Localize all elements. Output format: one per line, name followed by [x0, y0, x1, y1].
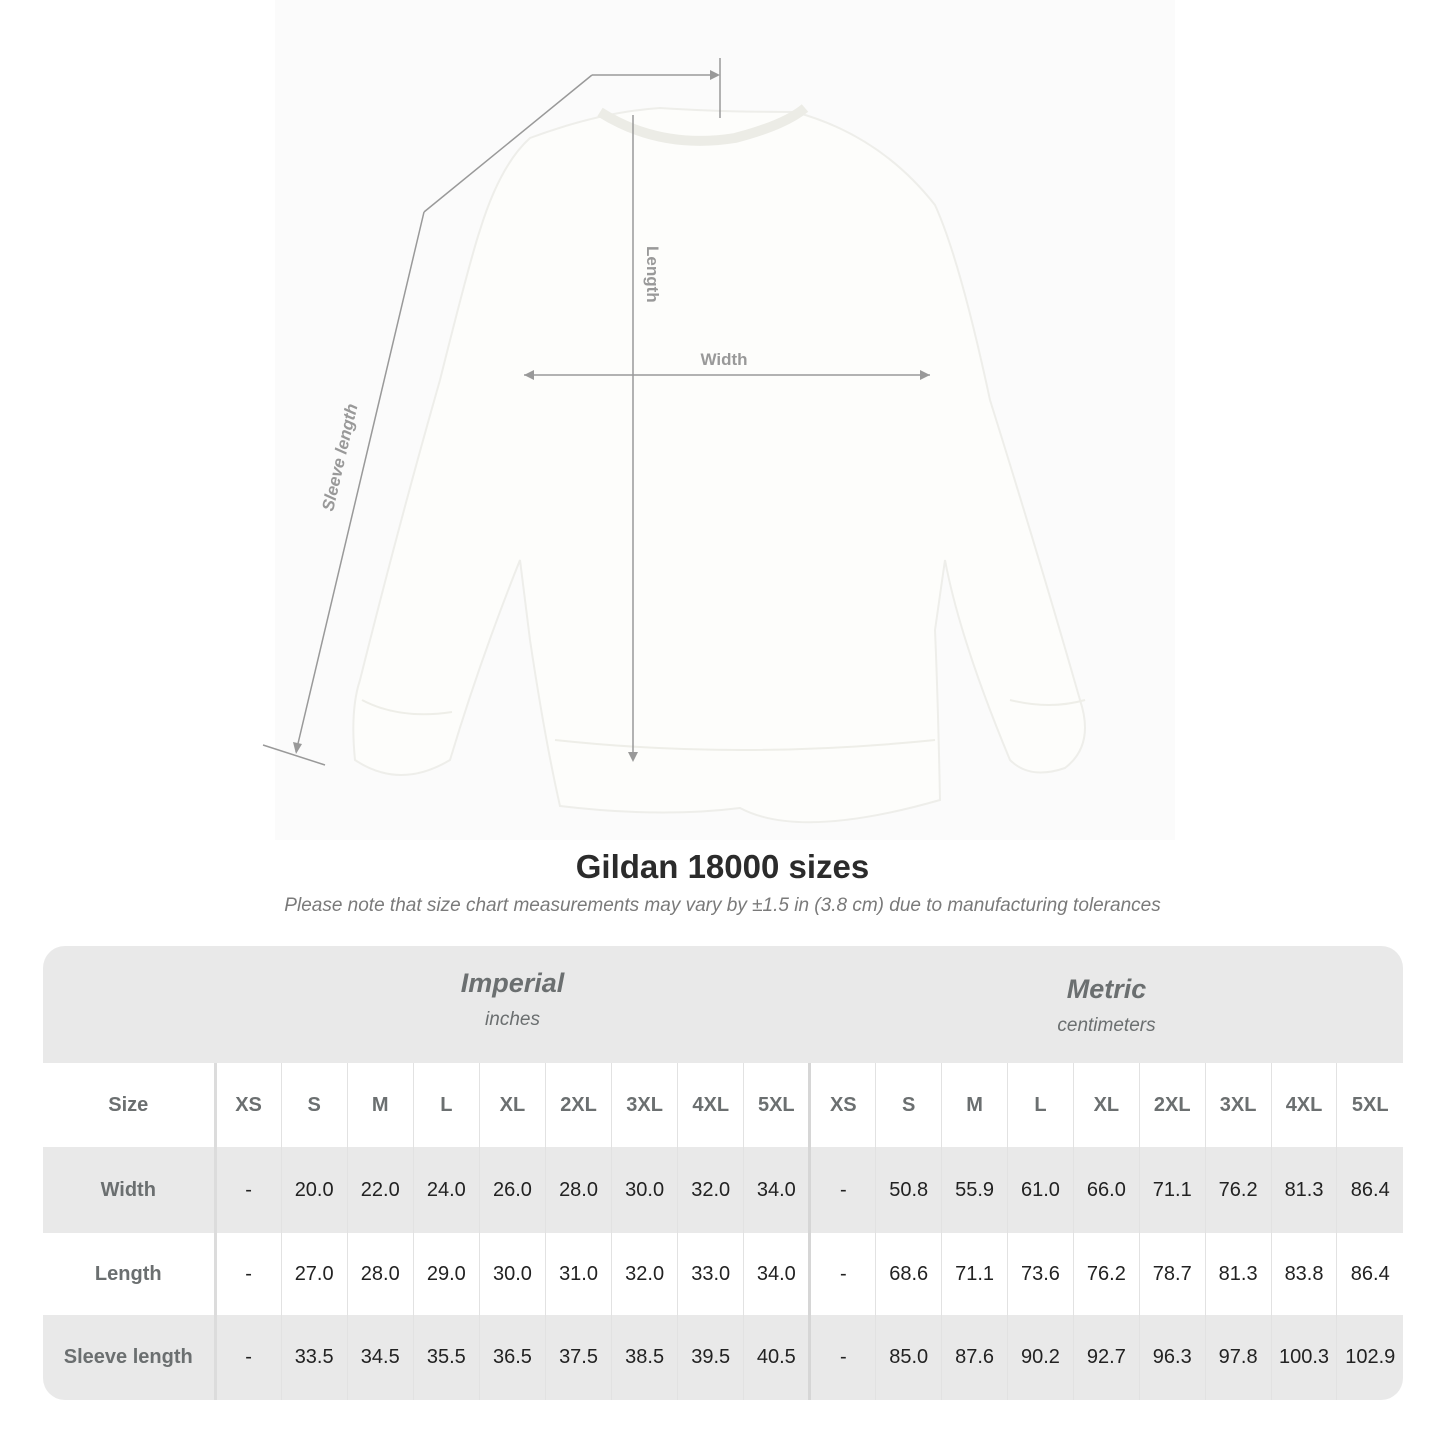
metric-value-cell: 83.8: [1270, 1233, 1337, 1315]
imperial-value-cell: 26.0: [478, 1147, 546, 1233]
metric-title: Metric: [1066, 974, 1147, 1004]
size-label: Size: [43, 1063, 217, 1147]
imperial-size-3xl: 3XL: [611, 1063, 678, 1147]
metric-value-cell: -: [808, 1147, 876, 1233]
row-label: Width: [43, 1147, 217, 1233]
metric-value-cell: 66.0: [1072, 1147, 1140, 1233]
chart-title: Gildan 18000 sizes: [575, 848, 870, 885]
metric-size-4xl: 4XL: [1270, 1063, 1337, 1147]
imperial-value-cell: 34.0: [743, 1147, 810, 1233]
imperial-value-cell: 31.0: [544, 1233, 612, 1315]
size-header-row: Size XS S M L XL 2XL 3XL 4XL 5XL XS S M L XL 2XL 3XL 4XL 5…: [43, 1063, 1403, 1147]
imperial-value-cell: 32.0: [677, 1147, 744, 1233]
imperial-title: Imperial: [460, 968, 565, 998]
metric-size-m: M: [941, 1063, 1008, 1147]
metric-value-cell: 50.8: [875, 1147, 942, 1233]
metric-size-l: L: [1007, 1063, 1074, 1147]
table-row-length: Length -27.0 28.0 29.0 30.0 31.0 32.0 33.0 34.0-…: [43, 1233, 1403, 1315]
imperial-value-cell: -: [214, 1315, 282, 1400]
table-row-width: Width -20.0 22.0 24.0 26.0 28.0 30.0 32.0 34.0-5…: [43, 1147, 1403, 1233]
length-label: Length: [643, 246, 662, 303]
imperial-value-cell: 36.5: [478, 1315, 546, 1400]
imperial-value-cell: 38.5: [611, 1315, 678, 1400]
table-header-band: Imperial inches Metric centimeters: [43, 946, 1403, 1063]
metric-value-cell: 81.3: [1270, 1147, 1337, 1233]
imperial-size-5xl: 5XL: [743, 1063, 810, 1147]
metric-value-cell: 87.6: [941, 1315, 1008, 1400]
metric-value-cell: 81.3: [1204, 1233, 1272, 1315]
metric-value-cell: 71.1: [1138, 1147, 1206, 1233]
metric-value-cell: 90.2: [1007, 1315, 1074, 1400]
imperial-size-xs: XS: [214, 1063, 282, 1147]
metric-size-s: S: [875, 1063, 942, 1147]
metric-value-cell: 68.6: [875, 1233, 942, 1315]
sweatshirt-illustration: Length Width Sleeve length: [262, 58, 1086, 824]
imperial-value-cell: 32.0: [611, 1233, 678, 1315]
imperial-size-m: M: [346, 1063, 414, 1147]
metric-value-cell: 61.0: [1007, 1147, 1074, 1233]
imperial-size-xl: XL: [478, 1063, 546, 1147]
metric-size-3xl: 3XL: [1204, 1063, 1272, 1147]
metric-value-cell: 100.3: [1270, 1315, 1337, 1400]
metric-value-cell: 71.1: [941, 1233, 1008, 1315]
imperial-value-cell: 40.5: [743, 1315, 810, 1400]
metric-value-cell: 86.4: [1336, 1147, 1403, 1233]
imperial-value-cell: 29.0: [412, 1233, 480, 1315]
metric-value-cell: -: [808, 1233, 876, 1315]
metric-value-cell: 76.2: [1204, 1147, 1272, 1233]
metric-value-cell: 86.4: [1336, 1233, 1403, 1315]
measurements-table: Size XS S M L XL 2XL 3XL 4XL 5XL XS S M L XL 2XL 3XL 4XL 5…: [43, 1063, 1403, 1400]
imperial-value-cell: 34.5: [346, 1315, 414, 1400]
imperial-value-cell: 24.0: [412, 1147, 480, 1233]
imperial-size-4xl: 4XL: [677, 1063, 744, 1147]
imperial-value-cell: 33.0: [677, 1233, 744, 1315]
sweatshirt-image: [352, 104, 1086, 824]
measurement-lines: [262, 58, 930, 766]
imperial-value-cell: 33.5: [280, 1315, 348, 1400]
tolerance-note: Please note that size chart measurements…: [284, 895, 1161, 916]
imperial-value-cell: 20.0: [280, 1147, 348, 1233]
metric-size-xl: XL: [1072, 1063, 1140, 1147]
imperial-header: Imperial inches: [215, 968, 810, 1031]
row-label: Length: [43, 1233, 217, 1315]
imperial-value-cell: 22.0: [346, 1147, 414, 1233]
size-table: Imperial inches Metric centimeters Size X…: [43, 946, 1403, 1400]
metric-size-2xl: 2XL: [1138, 1063, 1206, 1147]
imperial-value-cell: 34.0: [743, 1233, 810, 1315]
width-label: Width: [700, 350, 747, 369]
imperial-size-l: L: [412, 1063, 480, 1147]
metric-value-cell: 102.9: [1336, 1315, 1403, 1400]
imperial-size-2xl: 2XL: [544, 1063, 612, 1147]
metric-size-5xl: 5XL: [1336, 1063, 1403, 1147]
metric-value-cell: 73.6: [1007, 1233, 1074, 1315]
metric-value-cell: 96.3: [1138, 1315, 1206, 1400]
imperial-value-cell: -: [214, 1233, 282, 1315]
imperial-value-cell: 35.5: [412, 1315, 480, 1400]
imperial-value-cell: 30.0: [611, 1147, 678, 1233]
imperial-value-cell: 39.5: [677, 1315, 744, 1400]
metric-value-cell: 76.2: [1072, 1233, 1140, 1315]
imperial-value-cell: 28.0: [544, 1147, 612, 1233]
row-label: Sleeve length: [43, 1315, 217, 1400]
metric-value-cell: 78.7: [1138, 1233, 1206, 1315]
imperial-size-s: S: [280, 1063, 348, 1147]
metric-value-cell: 55.9: [941, 1147, 1008, 1233]
imperial-value-cell: 27.0: [280, 1233, 348, 1315]
metric-value-cell: 85.0: [875, 1315, 942, 1400]
imperial-unit: inches: [485, 1009, 540, 1030]
imperial-value-cell: -: [214, 1147, 282, 1233]
metric-value-cell: 92.7: [1072, 1315, 1140, 1400]
arrowheads: [293, 70, 930, 762]
table-row-sleeve-length: Sleeve length -33.5 34.5 35.5 36.5 37.5 38.5 39…: [43, 1315, 1403, 1400]
metric-unit: centimeters: [1057, 1015, 1156, 1036]
metric-value-cell: -: [808, 1315, 876, 1400]
metric-header: Metric centimeters: [810, 974, 1403, 1037]
metric-size-xs: XS: [808, 1063, 876, 1147]
metric-value-cell: 97.8: [1204, 1315, 1272, 1400]
imperial-value-cell: 28.0: [346, 1233, 414, 1315]
imperial-value-cell: 30.0: [478, 1233, 546, 1315]
imperial-value-cell: 37.5: [544, 1315, 612, 1400]
